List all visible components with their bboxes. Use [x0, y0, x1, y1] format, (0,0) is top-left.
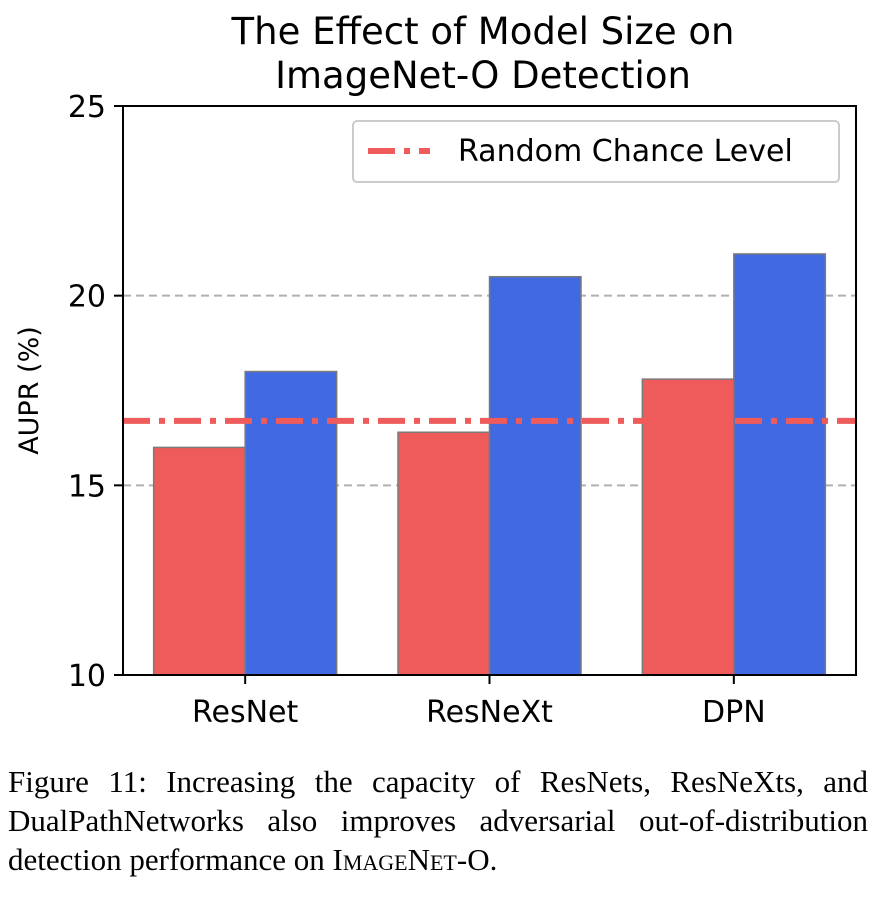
title-line: ImageNet-O Detection — [275, 54, 691, 97]
dataset-name-separator: - — [456, 842, 468, 877]
bar — [397, 431, 491, 676]
bar — [152, 446, 246, 676]
bar — [733, 253, 827, 676]
bars — [152, 253, 827, 676]
legend-box — [352, 120, 840, 183]
x-axis: ResNet ResNeXt DPN — [192, 675, 766, 730]
title-line: The Effect of Model Size on — [231, 10, 735, 53]
y-axis: 10 15 20 25 — [68, 90, 123, 694]
y-axis-label: AUPR (%) — [14, 326, 45, 455]
bar — [244, 370, 338, 676]
figure-caption: Figure 11: Increasing the capacity of Re… — [8, 762, 868, 879]
bar — [641, 378, 735, 676]
y-tick-label: 15 — [68, 469, 106, 504]
dataset-name-part1: ImageNet — [332, 842, 457, 877]
y-tick-label: 20 — [68, 280, 106, 315]
y-tick-label: 10 — [68, 659, 106, 694]
legend: Random Chance Level — [352, 120, 840, 183]
x-tick-label: ResNet — [192, 695, 298, 730]
caption-text: Figure 11: Increasing the capacity of Re… — [8, 764, 868, 877]
legend-label: Random Chance Level — [458, 134, 793, 169]
x-tick-label: ResNeXt — [426, 695, 553, 730]
x-tick-label: DPN — [702, 695, 766, 730]
y-tick-label: 25 — [68, 90, 106, 125]
caption-end: . — [489, 842, 498, 877]
bar — [488, 275, 582, 676]
dataset-name-part2: O — [467, 842, 490, 877]
